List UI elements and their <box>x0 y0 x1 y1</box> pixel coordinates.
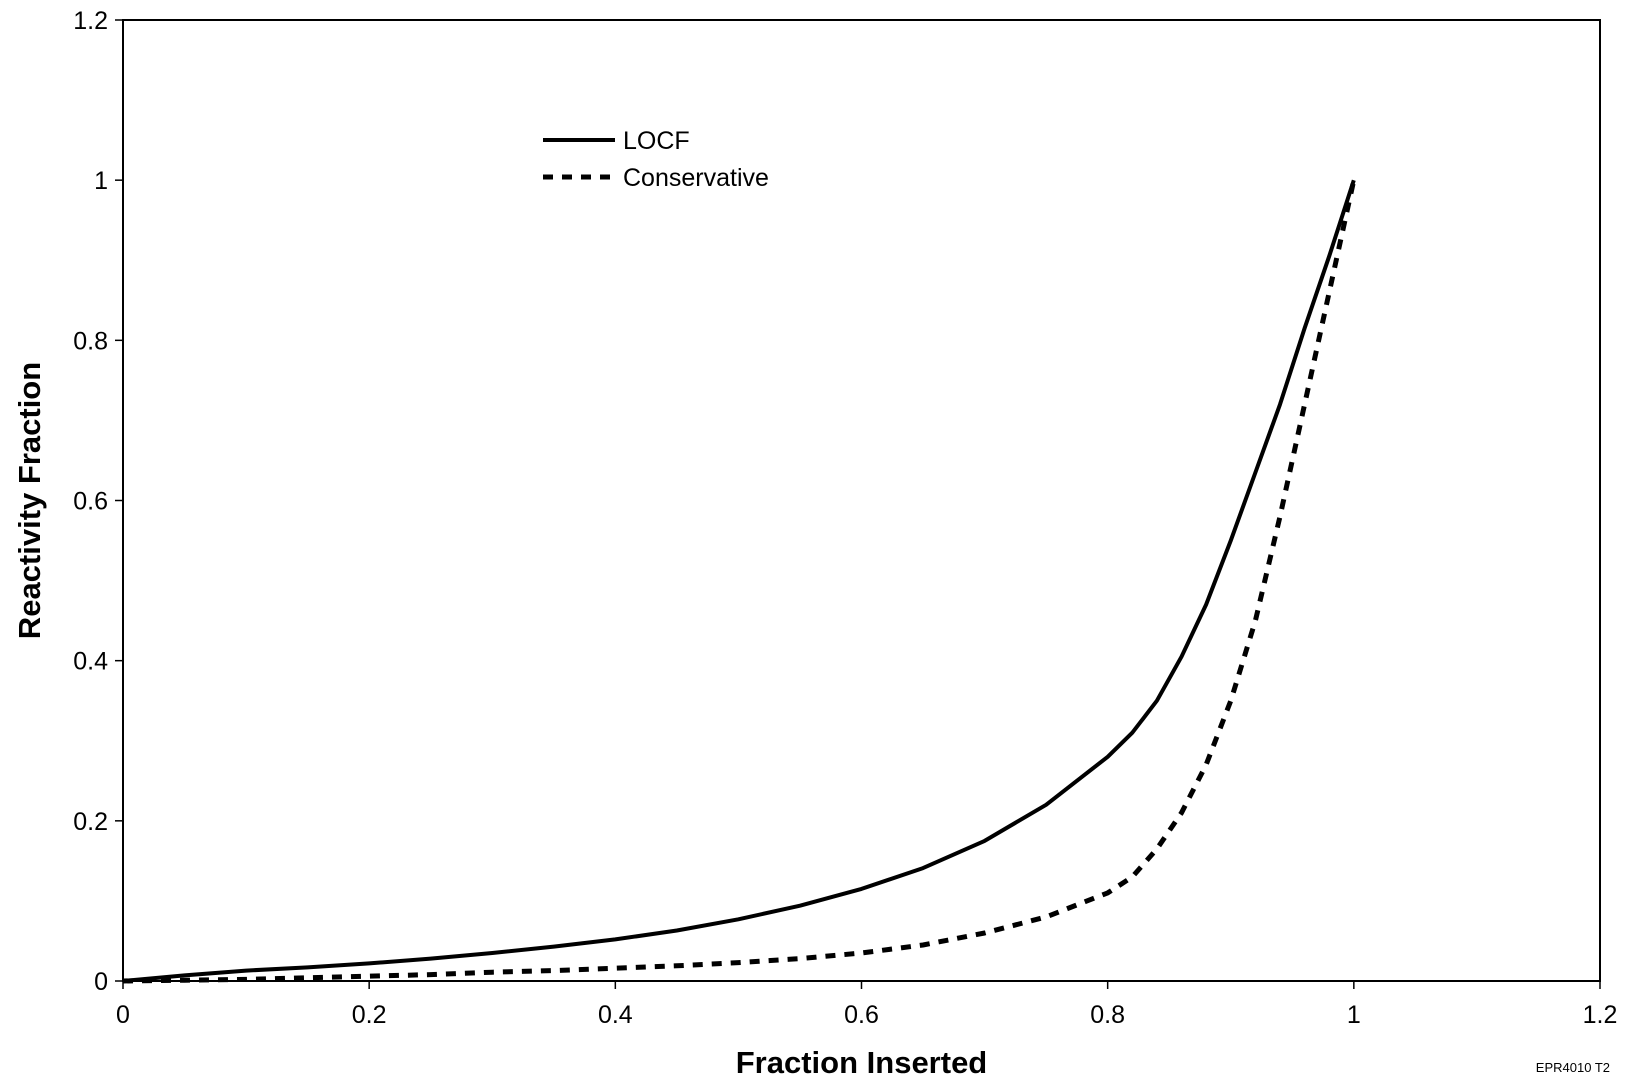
series-line-locf <box>122 179 1356 983</box>
y-axis-title: Reactivity Fraction <box>12 362 47 639</box>
series-line-conservative <box>122 179 1357 984</box>
plot-area <box>122 19 1601 982</box>
y-tick-label: 0.2 <box>73 808 108 836</box>
y-tick-label: 0.6 <box>73 488 108 516</box>
x-tick-label: 0.2 <box>352 1001 387 1029</box>
legend-label-locf: LOCF <box>623 127 690 155</box>
y-axis-ticks: 0 0.2 0.4 0.6 0.8 1 1.2 <box>73 7 123 996</box>
x-tick-label: 1.2 <box>1583 1001 1618 1029</box>
legend-label-conservative: Conservative <box>623 164 769 192</box>
x-tick-label: 0.4 <box>598 1001 633 1029</box>
legend: LOCF Conservative <box>543 127 769 192</box>
figure-id-label: EPR4010 T2 <box>1536 1060 1610 1075</box>
y-tick-label: 1 <box>94 167 108 195</box>
y-tick-label: 1.2 <box>73 7 108 35</box>
x-axis-title: Fraction Inserted <box>736 1045 988 1080</box>
x-axis-ticks: 0 0.2 0.4 0.6 0.8 1 1.2 <box>116 981 1617 1029</box>
x-tick-label: 0.6 <box>844 1001 879 1029</box>
series-layer <box>122 179 1357 984</box>
y-tick-label: 0.8 <box>73 327 108 355</box>
x-tick-label: 1 <box>1347 1001 1361 1029</box>
x-tick-label: 0 <box>116 1001 130 1029</box>
x-tick-label: 0.8 <box>1090 1001 1125 1029</box>
y-tick-label: 0.4 <box>73 648 108 676</box>
y-tick-label: 0 <box>94 968 108 996</box>
